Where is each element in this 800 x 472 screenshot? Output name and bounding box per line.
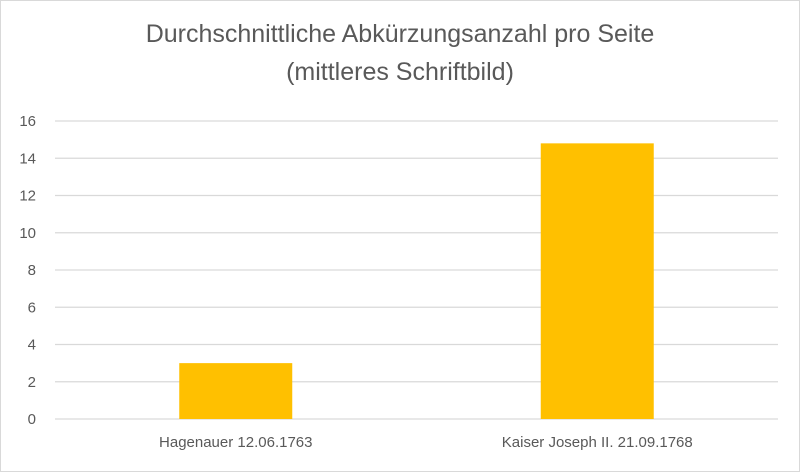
- y-tick-label: 14: [19, 150, 36, 167]
- y-tick-label: 16: [19, 113, 36, 130]
- x-tick-label: Hagenauer 12.06.1763: [159, 434, 312, 451]
- bar: [179, 363, 293, 419]
- y-tick-label: 2: [28, 374, 36, 391]
- y-tick-label: 0: [28, 411, 36, 428]
- y-tick-label: 4: [28, 337, 36, 354]
- x-tick-label: Kaiser Joseph II. 21.09.1768: [502, 434, 693, 451]
- y-tick-label: 12: [19, 188, 36, 205]
- chart-title: Durchschnittliche Abkürzungsanzahl pro S…: [145, 20, 655, 48]
- y-tick-label: 10: [19, 225, 36, 242]
- bar: [540, 143, 654, 419]
- chart-subtitle: (mittleres Schriftbild): [286, 58, 514, 86]
- y-tick-label: 8: [28, 262, 36, 279]
- y-tick-label: 6: [28, 299, 36, 316]
